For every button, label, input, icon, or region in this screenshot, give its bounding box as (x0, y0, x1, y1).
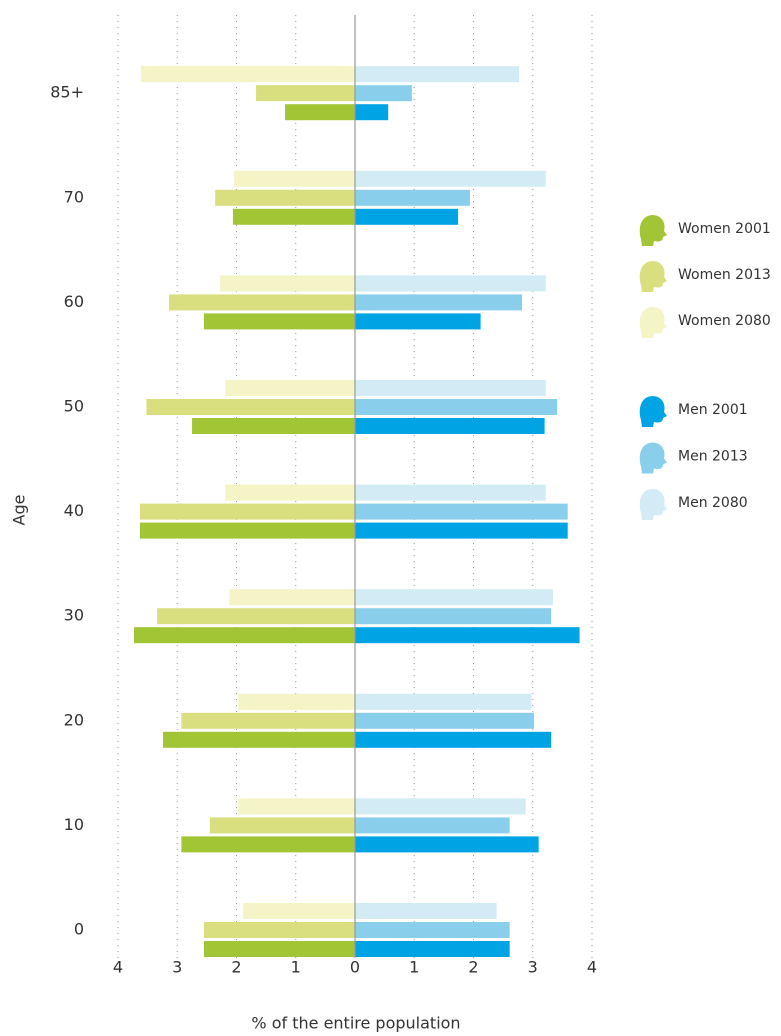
bar (234, 170, 355, 187)
legend-label: Men 2013 (678, 449, 748, 465)
bar (141, 66, 355, 83)
bar (232, 208, 355, 225)
bar (209, 817, 355, 834)
bar (203, 922, 355, 938)
bar (355, 922, 510, 938)
bar (355, 170, 546, 187)
bar (355, 85, 412, 102)
bar (355, 484, 546, 501)
x-tick-label: 1 (291, 958, 301, 977)
bar (355, 294, 523, 311)
legend-label: Men 2080 (678, 495, 748, 511)
y-tick-label: 10 (64, 815, 84, 834)
bar (215, 189, 355, 206)
bar (355, 313, 481, 330)
bar (355, 380, 546, 396)
y-tick-label: 70 (64, 187, 84, 206)
legend-icon (639, 396, 667, 427)
y-tick-label: 30 (64, 606, 84, 625)
x-tick-label: 1 (409, 958, 419, 977)
bar (355, 798, 526, 815)
legend-icon (639, 215, 667, 246)
legend-label: Women 2080 (678, 313, 771, 329)
x-tick-label: 3 (528, 958, 538, 977)
bar (355, 712, 534, 729)
bar (355, 104, 389, 121)
y-tick-label: 85+ (50, 83, 84, 102)
bar (168, 294, 355, 311)
x-tick-label: 3 (172, 958, 182, 977)
bar (355, 418, 545, 434)
bar (256, 85, 355, 102)
x-tick-label: 2 (231, 958, 241, 977)
bar (355, 903, 497, 919)
legend-icon (639, 442, 667, 474)
bar (355, 399, 558, 415)
bar (139, 522, 355, 539)
bar (157, 608, 355, 625)
bar (203, 313, 355, 330)
y-tick-label: 60 (64, 292, 84, 311)
x-axis-label: % of the entire population (251, 1014, 460, 1033)
bar (355, 522, 568, 539)
legend-label: Women 2013 (678, 267, 771, 283)
bar (285, 104, 355, 121)
bar (355, 608, 552, 625)
bar (181, 836, 355, 853)
bar (203, 941, 355, 957)
bar (355, 189, 470, 206)
y-tick-label: 50 (64, 397, 84, 416)
x-tick-label: 2 (468, 958, 478, 977)
legend-icon (639, 261, 667, 292)
x-tick-label: 4 (587, 958, 597, 977)
y-tick-label: 20 (64, 710, 84, 729)
legend-icon (639, 307, 667, 338)
bar (243, 903, 355, 919)
bar (225, 380, 355, 396)
bar (355, 941, 510, 957)
bar (146, 399, 355, 415)
bar (355, 589, 553, 606)
bar (355, 66, 520, 83)
legend-label: Women 2001 (678, 221, 771, 237)
y-tick-label: 40 (64, 501, 84, 520)
bar (355, 731, 552, 748)
legend-label: Men 2001 (678, 402, 748, 418)
bar (229, 589, 355, 606)
bar (139, 503, 355, 520)
bar (181, 712, 355, 729)
bar (238, 798, 355, 815)
bar (355, 817, 510, 834)
bar (355, 693, 532, 710)
bar (225, 484, 355, 501)
bar (355, 208, 459, 225)
y-tick-label: 0 (74, 920, 84, 939)
legend-icon (639, 489, 667, 520)
bar (192, 418, 355, 434)
bar (238, 693, 355, 710)
bar (355, 275, 546, 292)
x-tick-label: 4 (113, 958, 123, 977)
bar (133, 627, 355, 644)
x-tick-label: 0 (350, 958, 360, 977)
bar (355, 627, 580, 644)
bar (355, 836, 539, 853)
bar (163, 731, 355, 748)
y-axis-label: Age (10, 495, 29, 526)
bar (355, 503, 568, 520)
bar (219, 275, 355, 292)
